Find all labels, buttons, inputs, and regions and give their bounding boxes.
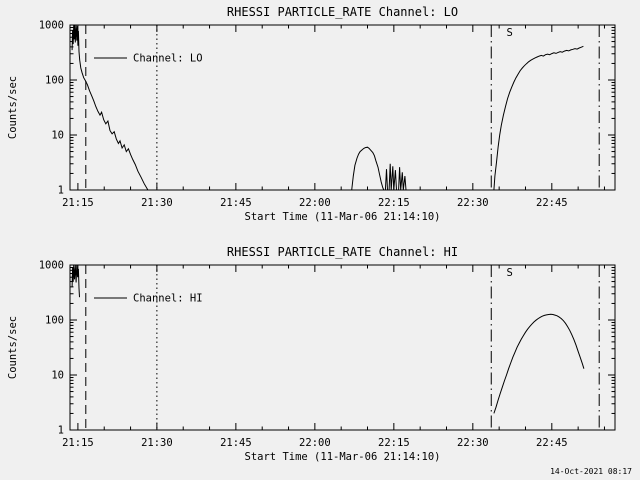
chart-particle-rate-lo: 21:15 21:30 21:45 22:00 22:15 22:30 22:45 1 10 10… [7, 5, 616, 223]
x-axis-label: Start Time (11-Mar-06 21:14:10) [245, 211, 441, 223]
y-axis-label: Counts/sec [7, 316, 19, 379]
x-tick-label: 21:45 [220, 437, 252, 449]
x-tick-label: 22:00 [299, 437, 331, 449]
legend-label: Channel: HI [133, 293, 203, 305]
y-tick-label: 1 [58, 185, 64, 197]
x-tick-label: 22:45 [536, 437, 568, 449]
x-tick-label: 22:15 [378, 197, 410, 209]
x-tick-label: 21:45 [220, 197, 252, 209]
x-tick-label: 22:45 [536, 197, 568, 209]
x-tick-label: 21:15 [62, 197, 94, 209]
flag-label: S [507, 27, 513, 39]
x-tick-label: 22:30 [457, 197, 489, 209]
chart-particle-rate-hi: 21:15 21:30 21:45 22:00 22:15 22:30 22:45 1 10 10… [7, 245, 616, 463]
y-tick-label: 10 [51, 370, 64, 382]
x-tick-label: 21:30 [141, 437, 173, 449]
series-line [71, 25, 584, 190]
x-tick-label: 22:15 [378, 437, 410, 449]
y-tick-label: 1000 [39, 20, 64, 32]
x-tick-label: 21:30 [141, 197, 173, 209]
x-tick-label: 22:30 [457, 437, 489, 449]
chart-title: RHESSI PARTICLE_RATE Channel: LO [227, 5, 458, 19]
render-timestamp: 14-Oct-2021 08:17 [550, 467, 632, 476]
legend-label: Channel: LO [133, 53, 203, 65]
y-tick-label: 1 [58, 425, 64, 437]
chart-title: RHESSI PARTICLE_RATE Channel: HI [227, 245, 458, 259]
x-tick-label: 22:00 [299, 197, 331, 209]
x-axis-label: Start Time (11-Mar-06 21:14:10) [245, 451, 441, 463]
y-axis-label: Counts/sec [7, 76, 19, 139]
flag-label: S [507, 267, 513, 279]
plot-frame [69, 264, 616, 431]
y-tick-label: 100 [45, 315, 64, 327]
plot-frame [69, 24, 616, 191]
y-tick-label: 10 [51, 130, 64, 142]
y-tick-label: 1000 [39, 260, 64, 272]
x-tick-label: 21:15 [62, 437, 94, 449]
series-line [71, 265, 585, 414]
y-tick-label: 100 [45, 75, 64, 87]
